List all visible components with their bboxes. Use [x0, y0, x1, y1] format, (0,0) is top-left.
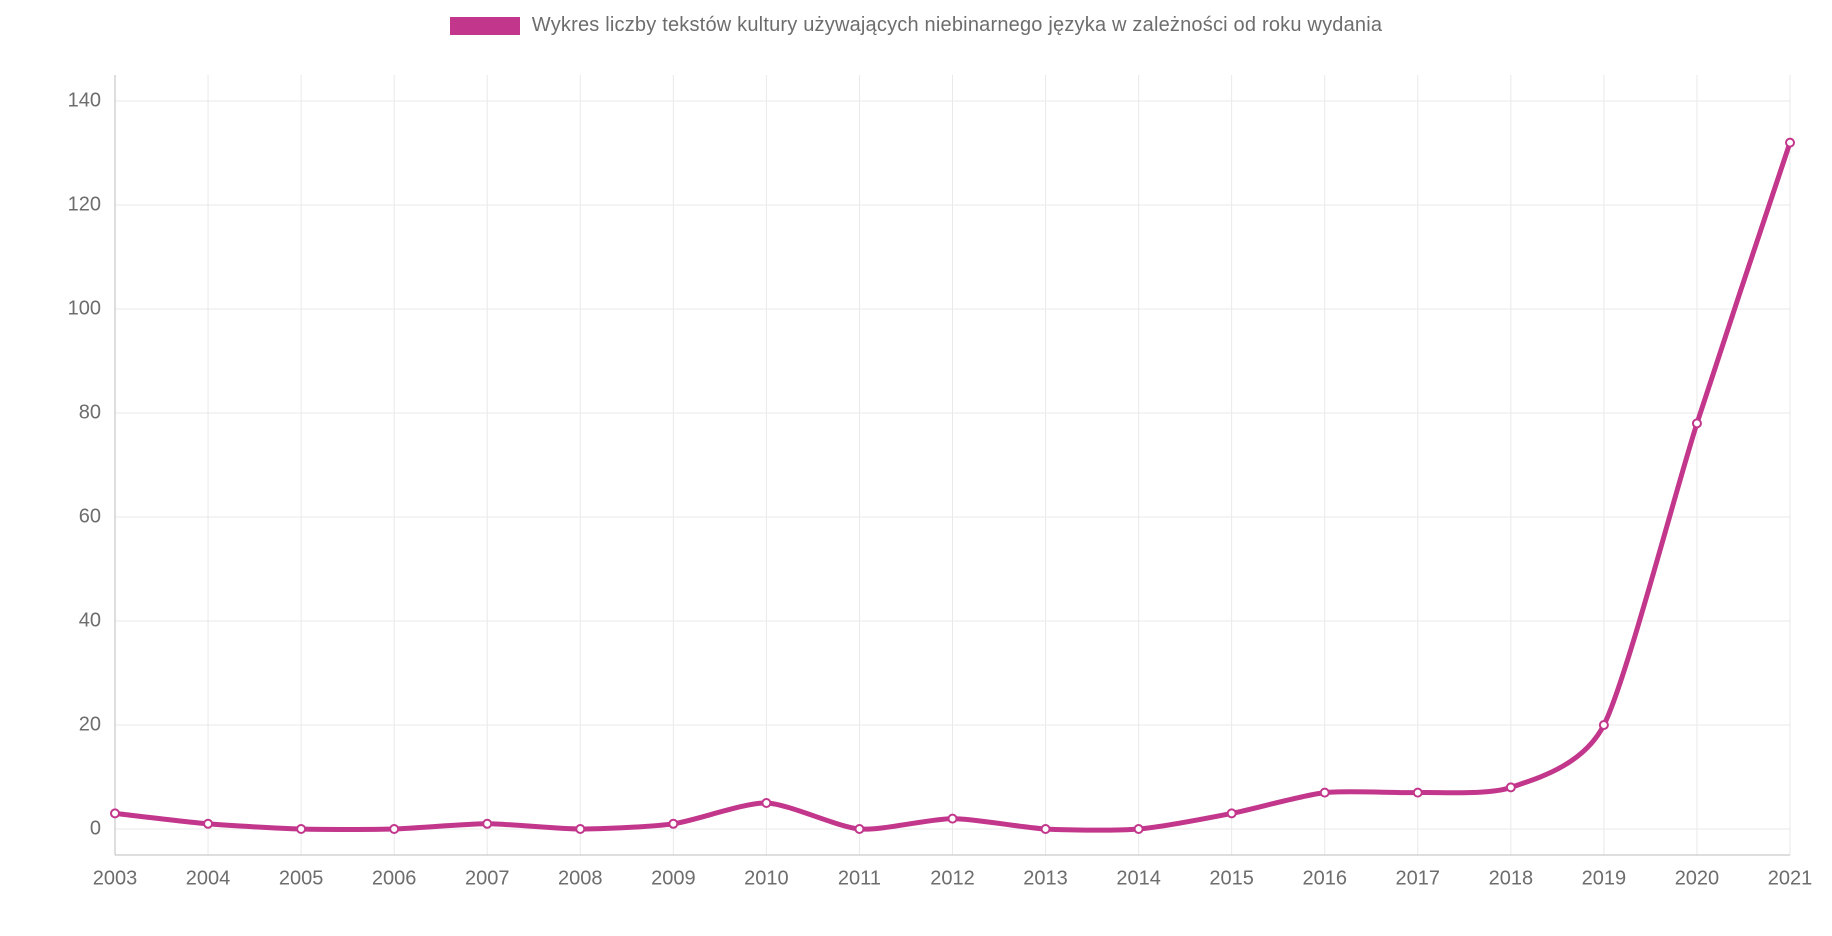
x-tick-label: 2019 — [1582, 868, 1627, 891]
y-tick-label: 80 — [79, 402, 101, 425]
x-tick-label: 2021 — [1768, 868, 1813, 891]
x-tick-label: 2017 — [1396, 868, 1441, 891]
x-tick-label: 2018 — [1489, 868, 1534, 891]
x-tick-label: 2016 — [1302, 868, 1347, 891]
x-tick-label: 2007 — [465, 868, 510, 891]
y-tick-label: 20 — [79, 714, 101, 737]
x-tick-label: 2010 — [744, 868, 789, 891]
line-chart — [0, 0, 1832, 936]
x-tick-label: 2008 — [558, 868, 603, 891]
x-tick-label: 2020 — [1675, 868, 1720, 891]
y-tick-label: 140 — [68, 90, 101, 113]
x-tick-label: 2004 — [186, 868, 231, 891]
x-tick-label: 2006 — [372, 868, 417, 891]
x-tick-label: 2009 — [651, 868, 696, 891]
x-tick-label: 2015 — [1209, 868, 1254, 891]
chart-container: Wykres liczby tekstów kultury używającyc… — [0, 0, 1832, 936]
x-tick-label: 2012 — [930, 868, 975, 891]
x-tick-label: 2013 — [1023, 868, 1068, 891]
x-tick-label: 2011 — [838, 868, 881, 891]
y-tick-label: 60 — [79, 506, 101, 529]
y-tick-label: 0 — [90, 818, 101, 841]
x-tick-label: 2003 — [93, 868, 138, 891]
y-tick-label: 40 — [79, 610, 101, 633]
x-tick-label: 2005 — [279, 868, 324, 891]
x-tick-label: 2014 — [1116, 868, 1161, 891]
y-tick-label: 100 — [68, 298, 101, 321]
y-tick-label: 120 — [68, 194, 101, 217]
